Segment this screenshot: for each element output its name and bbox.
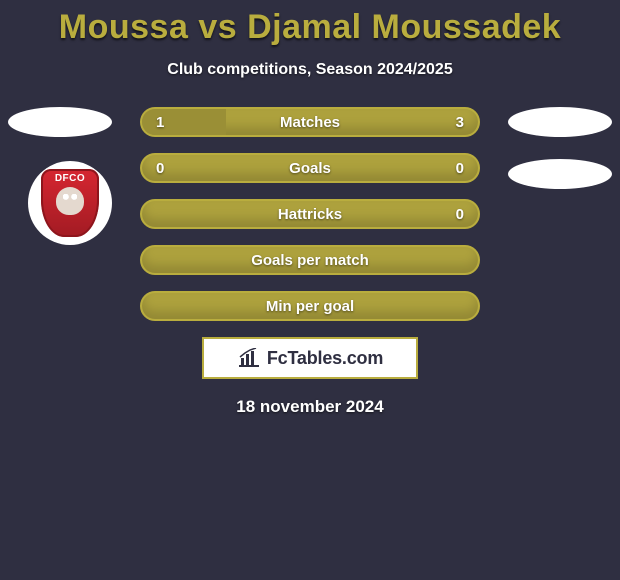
- player-photo-left-placeholder: [8, 107, 112, 137]
- page-title: Moussa vs Djamal Moussadek: [0, 0, 620, 47]
- stat-bar: 1Matches3: [140, 107, 480, 137]
- stat-bar: Goals per match: [140, 245, 480, 275]
- bar-chart-icon: [237, 348, 261, 368]
- stat-value-right: 3: [456, 114, 464, 131]
- dfco-crest: DFCO: [41, 169, 99, 237]
- player-photo-right-placeholder: [508, 107, 612, 137]
- club-badge-left: DFCO: [28, 161, 112, 245]
- page-subtitle: Club competitions, Season 2024/2025: [0, 61, 620, 79]
- stat-value-right: 0: [456, 206, 464, 223]
- stat-bar: Min per goal: [140, 291, 480, 321]
- stat-label: Goals per match: [142, 252, 478, 269]
- stat-bars: 1Matches30Goals0Hattricks0Goals per matc…: [140, 107, 480, 321]
- stat-label: Goals: [142, 160, 478, 177]
- stat-label: Min per goal: [142, 298, 478, 315]
- stat-label: Matches: [142, 114, 478, 131]
- stat-label: Hattricks: [142, 206, 478, 223]
- stat-bar: Hattricks0: [140, 199, 480, 229]
- owl-icon: [56, 187, 84, 215]
- club-badge-right-placeholder: [508, 159, 612, 189]
- stat-bar: 0Goals0: [140, 153, 480, 183]
- brand-box: FcTables.com: [202, 337, 418, 379]
- crest-text: DFCO: [55, 173, 85, 184]
- comparison-stage: DFCO 1Matches30Goals0Hattricks0Goals per…: [0, 107, 620, 417]
- brand-text: FcTables.com: [267, 348, 383, 369]
- footer-date: 18 november 2024: [0, 397, 620, 417]
- stat-value-right: 0: [456, 160, 464, 177]
